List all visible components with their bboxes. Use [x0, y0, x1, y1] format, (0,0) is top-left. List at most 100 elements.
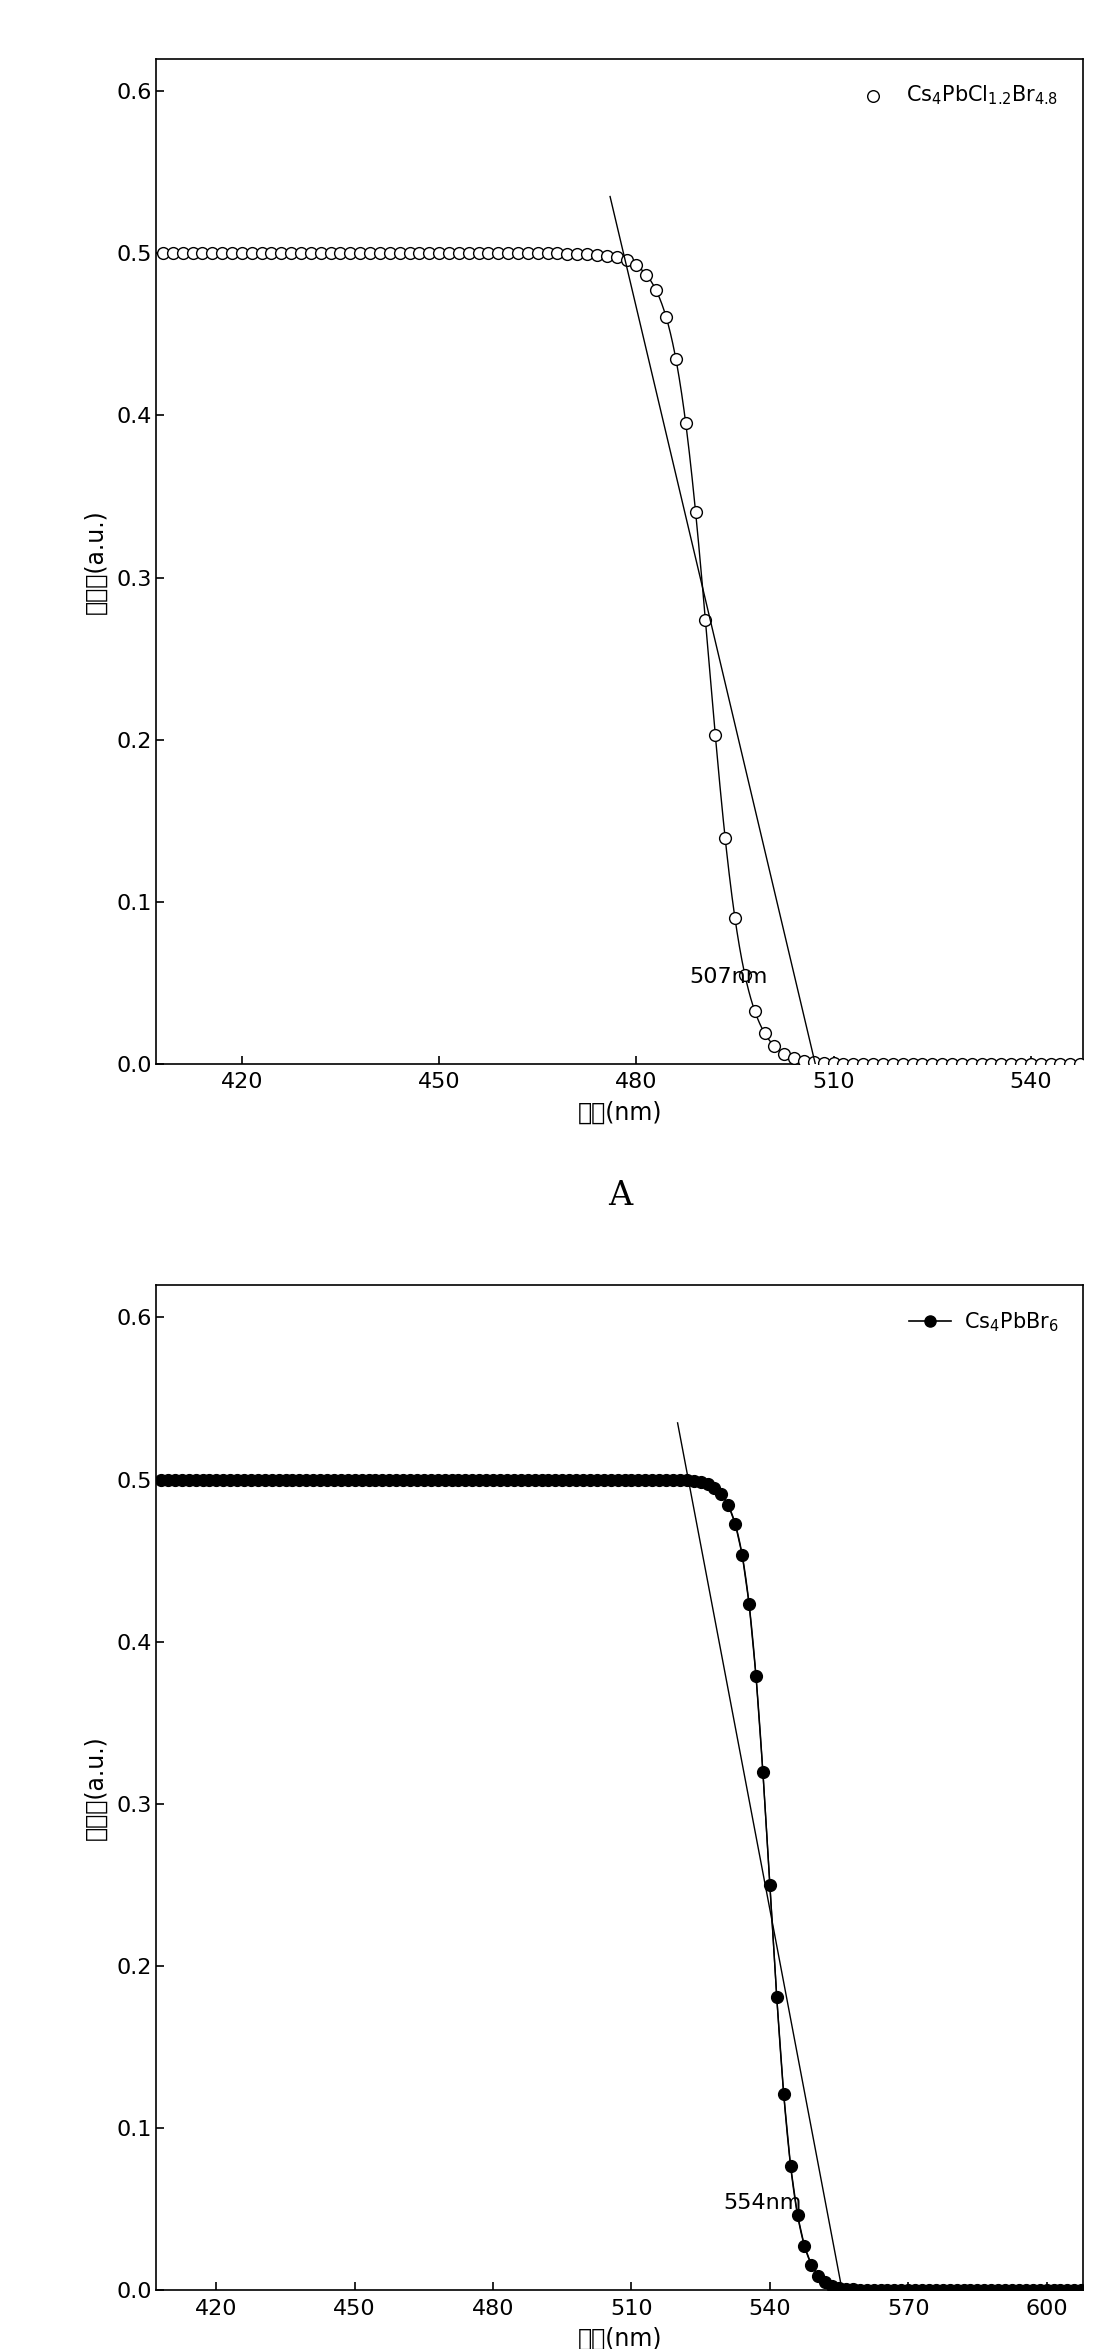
- Point: [920, 2271, 938, 2309]
- Point: [203, 235, 221, 272]
- Point: [789, 2196, 806, 2234]
- Point: [1042, 1045, 1060, 1083]
- Point: [941, 2271, 958, 2309]
- Point: [214, 1461, 232, 1499]
- Point: [457, 1461, 475, 1499]
- Point: [873, 1045, 891, 1083]
- Point: [933, 1045, 951, 1083]
- Point: [1032, 1045, 1050, 1083]
- Point: [322, 235, 340, 272]
- Point: [913, 2271, 930, 2309]
- Point: [879, 2271, 897, 2309]
- Legend: Cs$_4$PbCl$_{1.2}$Br$_{4.8}$: Cs$_4$PbCl$_{1.2}$Br$_{4.8}$: [844, 75, 1067, 115]
- Point: [892, 2271, 910, 2309]
- Point: [990, 2271, 1008, 2309]
- Point: [894, 1045, 911, 1083]
- Point: [208, 1461, 226, 1499]
- Point: [795, 1043, 813, 1081]
- Point: [325, 1461, 343, 1499]
- Point: [713, 1475, 731, 1513]
- Point: [858, 2271, 876, 2309]
- Point: [174, 235, 192, 272]
- Point: [1031, 2271, 1049, 2309]
- Point: [388, 1461, 405, 1499]
- Point: [166, 1461, 184, 1499]
- Point: [817, 2262, 834, 2300]
- Point: [173, 1461, 191, 1499]
- Point: [519, 235, 537, 272]
- Point: [460, 235, 478, 272]
- Point: [509, 235, 527, 272]
- Y-axis label: 吸收度(a.u.): 吸收度(a.u.): [84, 1736, 107, 1839]
- Point: [528, 235, 546, 272]
- Point: [805, 1043, 823, 1081]
- Point: [608, 240, 626, 277]
- Point: [561, 1461, 579, 1499]
- Point: [871, 2271, 889, 2309]
- Point: [924, 1045, 942, 1083]
- Point: [233, 235, 251, 272]
- Point: [449, 1461, 467, 1499]
- Point: [381, 1461, 399, 1499]
- Point: [1038, 2271, 1056, 2309]
- Point: [351, 235, 369, 272]
- Point: [677, 404, 695, 442]
- Point: [1044, 2271, 1062, 2309]
- Point: [1010, 2271, 1028, 2309]
- Point: [975, 2271, 993, 2309]
- Point: [505, 1461, 523, 1499]
- Point: [553, 1461, 571, 1499]
- Point: [955, 2271, 973, 2309]
- Point: [756, 1015, 774, 1052]
- Point: [844, 2271, 862, 2309]
- Point: [540, 1461, 557, 1499]
- Point: [1024, 2271, 1042, 2309]
- Point: [855, 1045, 872, 1083]
- Point: [416, 1461, 433, 1499]
- Point: [733, 1536, 751, 1574]
- Point: [420, 235, 438, 272]
- Point: [785, 1038, 803, 1076]
- Point: [927, 2271, 945, 2309]
- Point: [569, 235, 586, 272]
- Point: [996, 2271, 1014, 2309]
- Point: [726, 900, 744, 937]
- Point: [697, 601, 715, 639]
- Point: [154, 235, 172, 272]
- Point: [802, 2246, 820, 2283]
- Point: [1003, 2271, 1021, 2309]
- Point: [741, 1586, 758, 1623]
- Point: [366, 1461, 384, 1499]
- Legend: Cs$_4$PbBr$_6$: Cs$_4$PbBr$_6$: [901, 1301, 1067, 1341]
- Point: [823, 2267, 841, 2304]
- Point: [429, 1461, 447, 1499]
- Point: [290, 1461, 308, 1499]
- Point: [1051, 2271, 1069, 2309]
- Point: [865, 2271, 882, 2309]
- Point: [242, 1461, 260, 1499]
- Point: [538, 235, 556, 272]
- Point: [598, 237, 615, 275]
- Point: [736, 956, 754, 994]
- Point: [1022, 1045, 1040, 1083]
- Point: [678, 1461, 696, 1499]
- Point: [719, 1487, 737, 1525]
- Point: [273, 235, 290, 272]
- Point: [277, 1461, 295, 1499]
- Point: [844, 1045, 862, 1083]
- Point: [408, 1461, 426, 1499]
- Point: [602, 1461, 620, 1499]
- Point: [595, 1461, 613, 1499]
- Point: [767, 1978, 785, 2015]
- Point: [221, 1461, 239, 1499]
- Point: [256, 1461, 274, 1499]
- Text: A: A: [608, 1179, 632, 1212]
- Text: 554nm: 554nm: [724, 2194, 802, 2213]
- Point: [1061, 1045, 1079, 1083]
- Point: [622, 1461, 640, 1499]
- Point: [884, 1045, 901, 1083]
- Point: [430, 235, 448, 272]
- Point: [810, 2257, 828, 2295]
- Point: [477, 1461, 495, 1499]
- Point: [410, 235, 428, 272]
